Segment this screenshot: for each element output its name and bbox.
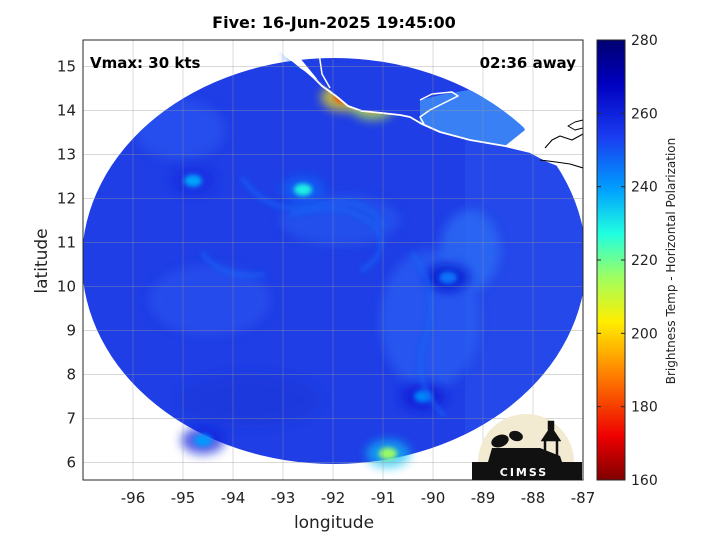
colorbar-tick-label: 160 [631, 473, 658, 489]
colorbar-tick-label: 240 [631, 180, 658, 196]
colorbar-tick-labels: 160 180 200 220 240 260 280 [597, 33, 658, 489]
x-tick-label: -90 [421, 489, 446, 507]
y-tick-label: 6 [66, 453, 76, 471]
feature-core [294, 183, 312, 196]
rain-band [290, 205, 384, 273]
x-tick-label: -94 [221, 489, 246, 507]
colorbar-tick-label: 280 [631, 33, 658, 49]
y-tick-label: 10 [57, 277, 76, 295]
colorbar-gradient [596, 39, 626, 481]
logo-band [472, 462, 582, 480]
cimss-logo: CIMSS [472, 414, 582, 480]
rain-band [240, 176, 386, 228]
feature-core [194, 434, 212, 447]
x-tick-label: -92 [321, 489, 346, 507]
feature-core [439, 271, 457, 284]
logo-dish-1 [491, 434, 509, 448]
colorbar-label: Brightness Temp - Horizontal Polarizatio… [664, 138, 678, 385]
y-tick-label: 9 [66, 321, 76, 339]
border-guatemala-honduras [479, 87, 549, 151]
grid-lines [83, 40, 583, 480]
plot-frame [82, 39, 584, 481]
colorbar-tick-label: 260 [631, 106, 658, 122]
figure-title: Five: 16-Jun-2025 19:45:00 [212, 13, 456, 32]
y-tick-label: 11 [57, 233, 76, 251]
rain-band [410, 251, 446, 418]
colorbar: 160 180 200 220 240 260 280 Brightness Temp - … [596, 33, 678, 489]
colorbar-tick-label: 220 [631, 253, 658, 269]
colorbar-tick-label: 200 [631, 326, 658, 342]
x-tick-label: -87 [571, 489, 596, 507]
logo-dish-2 [509, 430, 523, 442]
coastlines [271, 40, 583, 193]
feature-core [184, 174, 202, 187]
y-tick-labels: 6 7 8 9 10 11 12 13 14 15 [57, 57, 76, 471]
feature-warm-core [281, 175, 325, 204]
feature-southeast-cell [366, 439, 410, 468]
y-tick-label: 12 [57, 189, 76, 207]
feature-core [379, 447, 397, 460]
feature-southwest-cell [181, 426, 225, 455]
x-tick-label: -88 [521, 489, 546, 507]
rain-band [200, 251, 266, 279]
y-tick-label: 13 [57, 145, 76, 163]
y-tick-label: 14 [57, 101, 76, 119]
x-axis-label: longitude [294, 513, 374, 533]
border-mexico-guatemala [317, 40, 459, 125]
y-tick-label: 15 [57, 57, 76, 75]
feature-east-band [426, 263, 470, 292]
x-tick-labels: -96 -95 -94 -93 -92 -91 -90 -89 -88 -87 [121, 489, 596, 507]
y-tick-label: 7 [66, 409, 76, 427]
plot-area: Vmax: 30 kts 02:36 away CIMSS -96 -95 -94-… [57, 39, 596, 507]
coastline-mexico [271, 41, 583, 193]
time-away-label: 02:36 away [480, 54, 577, 72]
x-tick-label: -93 [271, 489, 296, 507]
x-tick-label: -96 [121, 489, 146, 507]
y-axis-label: latitude [32, 228, 52, 293]
logo-text: CIMSS [500, 466, 548, 479]
coastline-east [539, 133, 583, 169]
x-tick-label: -91 [371, 489, 396, 507]
logo-building [488, 448, 562, 462]
y-tick-label: 8 [66, 365, 76, 383]
x-tick-label: -95 [171, 489, 196, 507]
border-north [567, 119, 583, 131]
rain-bands [200, 176, 446, 418]
x-tick-label: -89 [471, 489, 496, 507]
colorbar-tick-label: 180 [631, 400, 658, 416]
vmax-label: Vmax: 30 kts [90, 54, 200, 72]
feature-band-west [171, 166, 215, 195]
